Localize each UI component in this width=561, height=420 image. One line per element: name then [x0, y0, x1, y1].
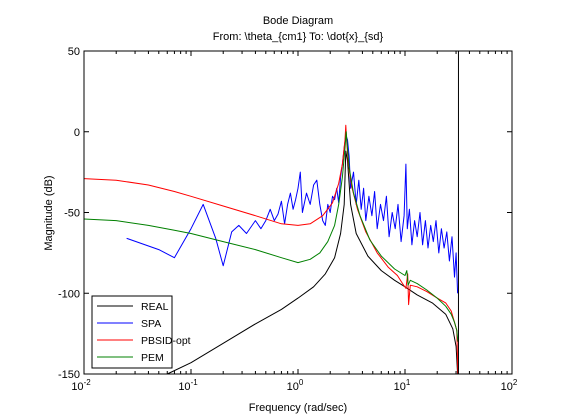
x-tick-base: 10	[178, 381, 190, 393]
x-tick-exponent: 0	[299, 378, 304, 387]
plot-frame	[83, 50, 513, 375]
legend: REAL SPA PBSID-opt PEM	[91, 295, 191, 369]
series-lines	[83, 124, 459, 375]
chart-title: Bode Diagram	[263, 15, 333, 27]
x-tick-base: 10	[501, 381, 513, 393]
x-axis-label: Frequency (rad/sec)	[249, 402, 347, 414]
x-tick-base: 10	[71, 381, 83, 393]
x-tick-label: 101	[394, 378, 411, 393]
x-tick-base: 10	[394, 381, 406, 393]
legend-label: SPA	[141, 318, 161, 330]
series-line-real	[167, 150, 459, 375]
x-tick-label: 100	[287, 378, 304, 393]
x-tick-label: 10-1	[178, 378, 198, 393]
series-line-pbsid-opt	[83, 124, 459, 375]
y-tick-label: 0	[74, 127, 80, 139]
y-tick-label: -50	[64, 208, 80, 220]
y-tick-label: 50	[68, 46, 80, 58]
legend-label: PBSID-opt	[141, 335, 191, 347]
y-tick-label: -150	[58, 369, 80, 381]
x-tick-exponent: 2	[513, 378, 518, 387]
x-tick-exponent: -2	[84, 378, 92, 387]
y-tick-label: -100	[58, 288, 80, 300]
x-tick-exponent: -1	[191, 378, 199, 387]
x-tick-label: 102	[501, 378, 518, 393]
y-axis-label: Magnitude (dB)	[43, 175, 55, 250]
x-tick-label: 10-2	[71, 378, 91, 393]
series-line-pem	[83, 131, 459, 342]
legend-box	[91, 295, 173, 369]
legend-label: REAL	[141, 301, 169, 313]
x-tick-base: 10	[287, 381, 299, 393]
chart-subtitle: From: \theta_{cm1} To: \dot{x}_{sd}	[213, 31, 384, 43]
legend-items: REAL SPA PBSID-opt PEM	[97, 301, 191, 364]
legend-label: PEM	[141, 352, 164, 364]
x-tick-exponent: 1	[406, 378, 411, 387]
series-line-spa	[126, 134, 459, 294]
